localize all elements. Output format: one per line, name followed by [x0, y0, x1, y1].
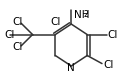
Text: N: N — [67, 63, 75, 73]
Text: 2: 2 — [83, 10, 88, 19]
Text: Cl: Cl — [12, 42, 22, 52]
Text: Cl: Cl — [108, 30, 118, 40]
Text: Cl: Cl — [12, 17, 22, 27]
Text: Cl: Cl — [4, 30, 15, 40]
Text: Cl: Cl — [103, 60, 114, 70]
Text: Cl: Cl — [50, 17, 60, 27]
Text: NH: NH — [74, 10, 89, 20]
